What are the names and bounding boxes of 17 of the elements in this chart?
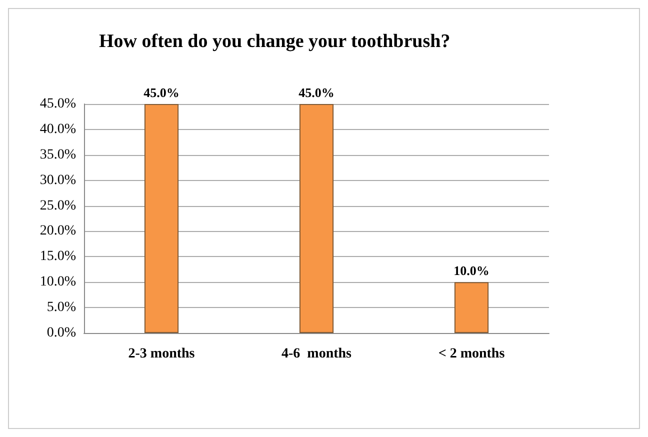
- y-tick-label: 25.0%: [40, 198, 76, 214]
- y-tick-label: 35.0%: [40, 147, 76, 162]
- y-tick-label: 0.0%: [46, 326, 76, 340]
- chart-title: How often do you change your toothbrush?: [99, 31, 450, 52]
- y-tick-label: 10.0%: [40, 274, 76, 290]
- data-label: 45.0%: [144, 85, 180, 100]
- x-tick-label: 2-3 months: [128, 346, 196, 362]
- y-tick-label: 45.0%: [40, 96, 76, 112]
- data-label: 10.0%: [454, 263, 490, 278]
- y-tick-label: 20.0%: [40, 224, 76, 239]
- x-tick-label: < 2 months: [438, 346, 506, 362]
- y-tick-label: 15.0%: [40, 249, 76, 264]
- y-tick-label: 30.0%: [40, 172, 76, 188]
- x-tick-label: 4-6 months: [281, 346, 352, 362]
- y-tick-label: 40.0%: [40, 122, 76, 137]
- data-label: 45.0%: [298, 85, 334, 100]
- y-tick-label: 5.0%: [46, 300, 76, 316]
